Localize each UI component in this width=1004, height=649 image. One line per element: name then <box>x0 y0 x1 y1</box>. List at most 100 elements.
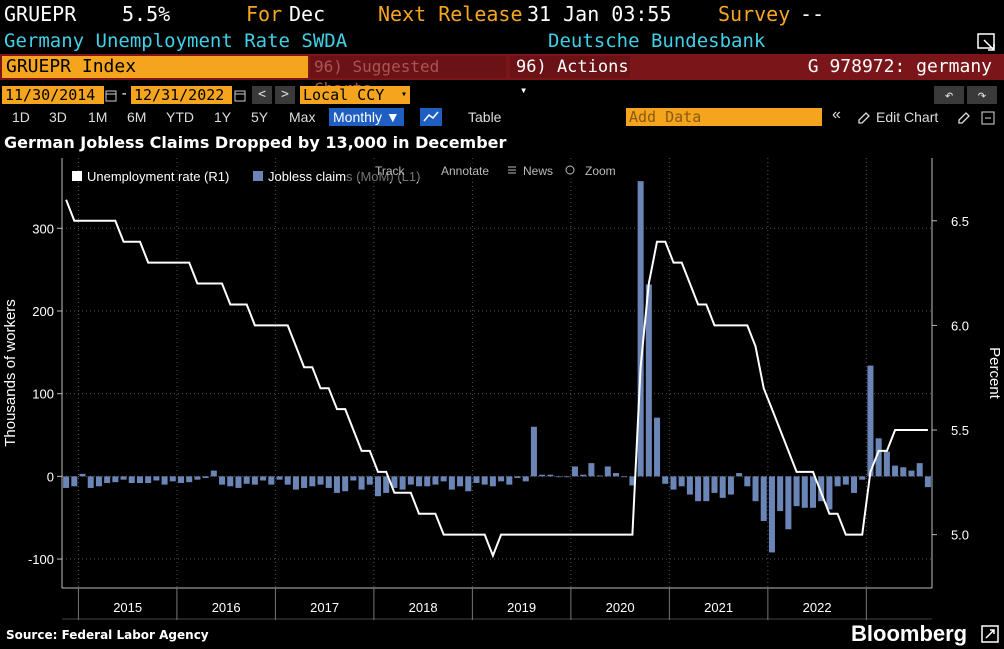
news-tool[interactable]: News <box>523 164 553 178</box>
bar <box>539 474 546 477</box>
bar <box>785 476 792 530</box>
frequency-select[interactable]: Monthly ▼ <box>329 108 404 126</box>
undo-button[interactable]: ↶ <box>934 86 964 104</box>
chevron-down-icon: ▾ <box>400 89 407 100</box>
bar <box>670 476 677 490</box>
bar <box>87 476 94 488</box>
bar <box>875 438 882 477</box>
bar <box>613 473 620 477</box>
edit-chart-button[interactable]: Edit Chart <box>876 109 939 125</box>
expand-icon[interactable] <box>976 32 998 52</box>
bar <box>924 476 931 488</box>
period-ytd[interactable]: YTD <box>166 109 194 125</box>
period-max[interactable]: Max <box>289 109 316 125</box>
bar <box>678 476 685 487</box>
start-date-input[interactable]: 11/30/2014 <box>2 86 104 104</box>
bar <box>777 476 784 512</box>
calendar-icon[interactable] <box>234 89 246 102</box>
bar <box>227 476 234 487</box>
actions-menu[interactable]: 96) Actions ▾ <box>510 56 630 97</box>
header-row-description: Germany Unemployment Rate SWDA Deutsche … <box>0 28 1004 54</box>
bar <box>851 476 858 493</box>
jobless-claims-bars <box>63 181 931 553</box>
x-year-label: 2022 <box>803 600 832 615</box>
bar <box>251 476 258 485</box>
bar <box>522 476 529 482</box>
bar <box>867 365 874 477</box>
period-1y[interactable]: 1Y <box>214 109 232 125</box>
bar <box>596 475 603 477</box>
table-button[interactable]: Table <box>468 109 502 125</box>
bar <box>448 476 455 490</box>
bar <box>268 476 275 485</box>
period-5y[interactable]: 5Y <box>251 109 269 125</box>
bloomberg-logo: Bloomberg <box>851 621 968 646</box>
security-label[interactable]: G 978972: germany <box>807 56 992 77</box>
bar <box>194 476 201 480</box>
index-field[interactable]: GRUEPR Index <box>2 56 308 78</box>
bar <box>145 476 152 483</box>
add-data-input[interactable]: Add Data <box>626 108 822 126</box>
security-description: Germany Unemployment Rate SWDA <box>4 30 348 52</box>
bar <box>95 476 102 487</box>
next-period-button[interactable]: > <box>275 86 295 104</box>
legend-swatch-unemployment <box>72 171 82 181</box>
bar <box>629 476 636 486</box>
x-axis-ticks: 2015 2016 2017 2018 2019 2020 2021 2022 <box>77 588 867 620</box>
bar <box>686 476 693 495</box>
bar <box>399 476 406 490</box>
survey-label: Survey <box>718 2 791 26</box>
settings-icon[interactable] <box>980 110 996 126</box>
bar <box>120 476 127 480</box>
currency-select[interactable]: Local CCY ▾ <box>300 86 410 104</box>
for-period: Dec <box>289 2 326 26</box>
bar <box>136 476 143 483</box>
bar <box>801 476 808 508</box>
bar <box>317 476 324 485</box>
end-date-input[interactable]: 12/31/2022 <box>131 86 232 104</box>
bar <box>489 476 496 487</box>
bar <box>424 476 431 487</box>
collapse-icon[interactable]: « <box>832 106 841 123</box>
annotate-tool[interactable]: Annotate <box>441 164 489 178</box>
y-right-tick-label: 5.5 <box>951 423 969 438</box>
bar <box>301 476 308 488</box>
news-icon[interactable] <box>508 166 516 174</box>
calendar-icon[interactable] <box>105 89 117 102</box>
bar <box>325 476 332 488</box>
bar <box>744 476 751 487</box>
bar <box>432 476 439 485</box>
zoom-icon[interactable] <box>565 165 575 175</box>
prev-period-button[interactable]: < <box>252 86 272 104</box>
suggested-charts-button[interactable]: 96) Suggested Charts <box>310 56 506 98</box>
unemployment-line-path <box>65 199 928 559</box>
ticker-symbol: GRUEPR <box>4 2 77 26</box>
bar <box>383 476 390 493</box>
bar <box>374 476 381 497</box>
bar <box>481 476 488 485</box>
next-release-label: Next Release <box>378 2 523 26</box>
bar <box>760 476 767 522</box>
bar <box>440 476 447 482</box>
chart-area[interactable]: -100 0 100 200 300 5.0 5.5 6.0 6.5 2015 2016 2017… <box>0 158 1004 620</box>
bar <box>219 476 226 485</box>
bar <box>473 476 480 483</box>
bar <box>498 476 505 482</box>
line-chart-icon[interactable] <box>420 108 442 126</box>
edit-settings-icon[interactable] <box>956 110 972 126</box>
period-1d[interactable]: 1D <box>12 109 30 125</box>
bar <box>178 476 185 483</box>
pencil-icon[interactable] <box>856 110 872 126</box>
bar <box>752 476 759 502</box>
bar <box>834 476 841 487</box>
y-left-tick-label: -100 <box>28 552 54 567</box>
period-3d[interactable]: 3D <box>49 109 67 125</box>
track-tool[interactable]: Track <box>375 164 406 178</box>
bar <box>736 473 743 477</box>
last-value: 5.5% <box>122 2 171 26</box>
period-1m[interactable]: 1M <box>88 109 108 125</box>
redo-button[interactable]: ↷ <box>967 86 997 104</box>
zoom-tool[interactable]: Zoom <box>585 164 616 178</box>
period-6m[interactable]: 6M <box>127 109 147 125</box>
bar <box>243 476 250 484</box>
